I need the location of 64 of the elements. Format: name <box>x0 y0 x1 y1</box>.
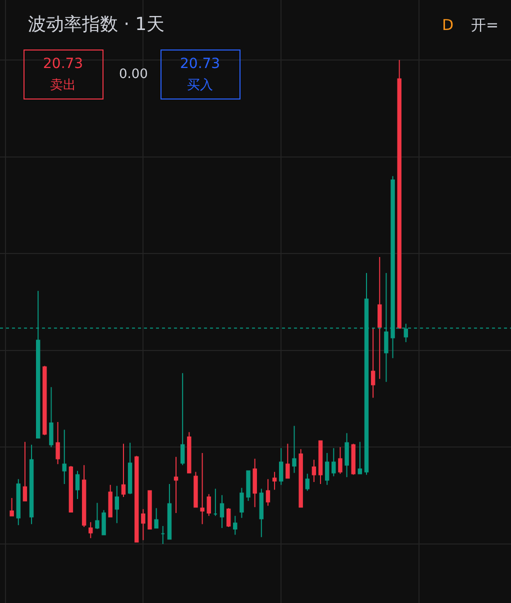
candlestick <box>312 459 316 483</box>
candlestick <box>246 470 250 502</box>
candlestick <box>259 488 264 538</box>
candlestick <box>148 490 152 530</box>
candlestick <box>279 448 284 486</box>
annotation: 20.73 <box>43 56 84 72</box>
candlestick <box>187 432 192 474</box>
candlestick <box>56 422 60 465</box>
candlestick <box>121 443 126 498</box>
candlestick <box>370 328 376 398</box>
text: 开= <box>471 16 499 34</box>
candlestick <box>114 485 120 524</box>
candlestick <box>332 448 336 477</box>
candlestick <box>200 452 204 525</box>
candlestick <box>128 442 132 495</box>
candlestick <box>272 471 277 490</box>
candlestick <box>213 488 218 516</box>
chart-title: 波动率指数 · 1天 <box>28 14 165 35</box>
candlestick <box>75 470 80 500</box>
candlestick <box>174 456 178 514</box>
annotation: 买入 <box>187 78 213 93</box>
candlestick <box>82 464 86 528</box>
candlestick <box>29 444 34 525</box>
candlestick <box>95 502 100 530</box>
candlestick <box>206 494 211 516</box>
candlestick <box>378 256 382 380</box>
candlestick <box>318 440 323 484</box>
candlestick <box>324 452 330 486</box>
candlestick <box>134 455 139 543</box>
candlestick <box>22 441 28 502</box>
candlestick <box>154 508 158 528</box>
candlestick <box>305 473 310 492</box>
candlestick <box>298 448 303 508</box>
text: D <box>442 16 454 34</box>
candlestick <box>351 443 356 476</box>
candlestick <box>344 432 349 478</box>
candlestick <box>286 443 290 479</box>
candlestick <box>68 466 74 513</box>
candlestick <box>141 508 146 541</box>
candlestick <box>220 494 224 528</box>
candlestick <box>62 429 66 484</box>
candlestick <box>226 508 231 528</box>
candlestick <box>167 483 172 540</box>
candlestick <box>42 365 47 436</box>
candlestick <box>194 471 198 508</box>
candlestick <box>233 515 238 536</box>
candlestick <box>160 526 165 544</box>
candlestick <box>10 497 14 516</box>
candlestick <box>252 458 257 508</box>
annotation: 卖出 <box>50 78 76 93</box>
candlestick <box>102 510 106 536</box>
candlestick <box>16 478 20 526</box>
candlestick <box>397 60 402 329</box>
candlestick <box>292 425 296 474</box>
candlestick <box>180 372 185 466</box>
annotation: 20.73 <box>180 56 220 72</box>
candlestick <box>88 522 93 539</box>
candlestick <box>358 441 362 474</box>
candlestick <box>338 446 342 474</box>
candlestick <box>266 478 270 506</box>
candlestick <box>49 386 54 448</box>
candlestick <box>240 487 244 518</box>
candlestick <box>108 484 112 518</box>
annotation: 0.00 <box>119 67 148 82</box>
